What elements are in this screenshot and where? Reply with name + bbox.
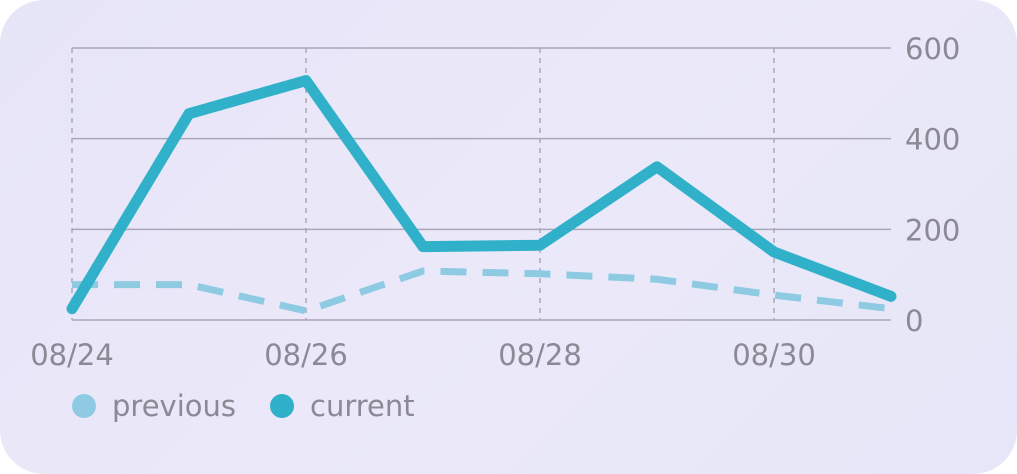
x-tick-label: 08/30	[732, 338, 816, 372]
legend-marker-current	[270, 394, 294, 418]
x-tick-label: 08/26	[264, 338, 348, 372]
legend-label-previous: previous	[112, 389, 236, 423]
legend-label-current: current	[310, 389, 415, 423]
y-tick-label: 200	[905, 213, 960, 247]
x-tick-label: 08/24	[30, 338, 114, 372]
x-tick-label: 08/28	[498, 338, 582, 372]
y-axis-ticks: 0 200 400 600	[905, 32, 960, 338]
y-tick-label: 0	[905, 304, 923, 338]
series-line-current	[66, 75, 897, 315]
series-line-previous	[72, 267, 892, 315]
grid	[71, 47, 891, 321]
legend-marker-previous	[72, 394, 96, 418]
x-axis-ticks: 08/24 08/26 08/28 08/30	[30, 338, 816, 372]
legend: previous current	[72, 389, 415, 423]
series-lines	[66, 75, 897, 315]
y-tick-label: 400	[905, 123, 960, 157]
y-tick-label: 600	[905, 32, 960, 66]
